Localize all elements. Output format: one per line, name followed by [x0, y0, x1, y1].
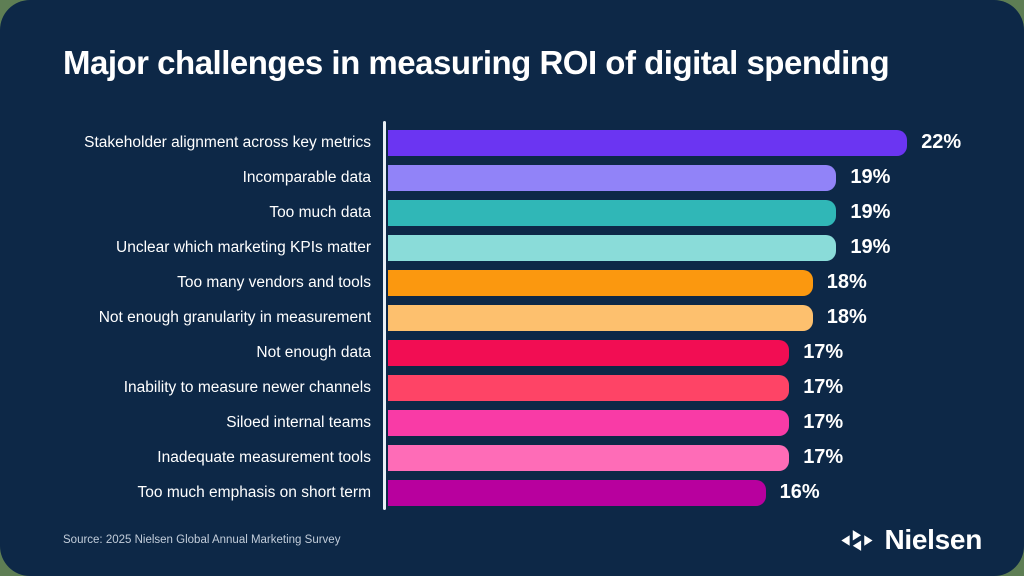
- value-label: 19%: [850, 166, 891, 188]
- value-label: 18%: [826, 271, 867, 293]
- value-label: 16%: [779, 481, 820, 503]
- chart-row: Not enough granularity in measurement 18…: [63, 300, 993, 335]
- bar-track: 22%: [388, 129, 993, 156]
- bar: [388, 234, 837, 261]
- chart-row: Too much emphasis on short term 16%: [63, 475, 993, 510]
- value-label: 17%: [803, 411, 844, 433]
- bar: [388, 164, 837, 191]
- chart-row: Siloed internal teams 17%: [63, 405, 993, 440]
- category-label: Not enough granularity in measurement: [98, 308, 371, 326]
- bar-track: 16%: [388, 479, 993, 506]
- y-axis-line: [383, 121, 386, 510]
- chart-title: Major challenges in measuring ROI of dig…: [63, 44, 890, 81]
- category-label: Siloed internal teams: [226, 413, 371, 431]
- bar: [388, 339, 790, 366]
- chart-row: Stakeholder alignment across key metrics…: [63, 125, 993, 160]
- nielsen-logo: Nielsen: [839, 524, 983, 556]
- value-label: 17%: [803, 376, 844, 398]
- category-label: Unclear which marketing KPIs matter: [116, 238, 371, 256]
- bar: [388, 409, 790, 436]
- category-label: Incomparable data: [242, 168, 371, 186]
- chart-row: Too many vendors and tools 18%: [63, 265, 993, 300]
- value-label: 18%: [826, 306, 867, 328]
- source-note: Source: 2025 Nielsen Global Annual Marke…: [63, 534, 341, 546]
- bar-track: 19%: [388, 199, 993, 226]
- bar-chart: Stakeholder alignment across key metrics…: [63, 121, 993, 510]
- value-label: 17%: [803, 341, 844, 363]
- chart-row: Inability to measure newer channels 17%: [63, 370, 993, 405]
- chart-row: Unclear which marketing KPIs matter 19%: [63, 230, 993, 265]
- bar: [388, 304, 813, 331]
- nielsen-wordmark: Nielsen: [884, 524, 983, 555]
- bar: [388, 269, 813, 296]
- bar-track: 18%: [388, 304, 993, 331]
- bar-track: 19%: [388, 234, 993, 261]
- chart-row: Too much data 19%: [63, 195, 993, 230]
- bar-track: 17%: [388, 374, 993, 401]
- chart-rows: Stakeholder alignment across key metrics…: [63, 125, 993, 510]
- category-label: Too much emphasis on short term: [137, 483, 371, 501]
- category-label: Inability to measure newer channels: [123, 378, 371, 396]
- bar: [388, 374, 790, 401]
- bar-track: 17%: [388, 444, 993, 471]
- bar: [388, 199, 837, 226]
- bar-track: 18%: [388, 269, 993, 296]
- category-label: Too much data: [269, 203, 371, 221]
- category-label: Stakeholder alignment across key metrics: [84, 133, 371, 151]
- nielsen-arrows-icon: [840, 529, 873, 551]
- category-label: Too many vendors and tools: [177, 273, 371, 291]
- bar-track: 17%: [388, 339, 993, 366]
- bar: [388, 444, 790, 471]
- value-label: 19%: [850, 236, 891, 258]
- value-label: 17%: [803, 446, 844, 468]
- value-label: 19%: [850, 201, 891, 223]
- bar: [388, 479, 766, 506]
- category-label: Inadequate measurement tools: [157, 448, 371, 466]
- category-label: Not enough data: [256, 343, 371, 361]
- value-label: 22%: [921, 131, 962, 153]
- bar-track: 17%: [388, 409, 993, 436]
- chart-row: Not enough data 17%: [63, 335, 993, 370]
- chart-row: Incomparable data 19%: [63, 160, 993, 195]
- bar: [388, 129, 908, 156]
- chart-row: Inadequate measurement tools 17%: [63, 440, 993, 475]
- bar-track: 19%: [388, 164, 993, 191]
